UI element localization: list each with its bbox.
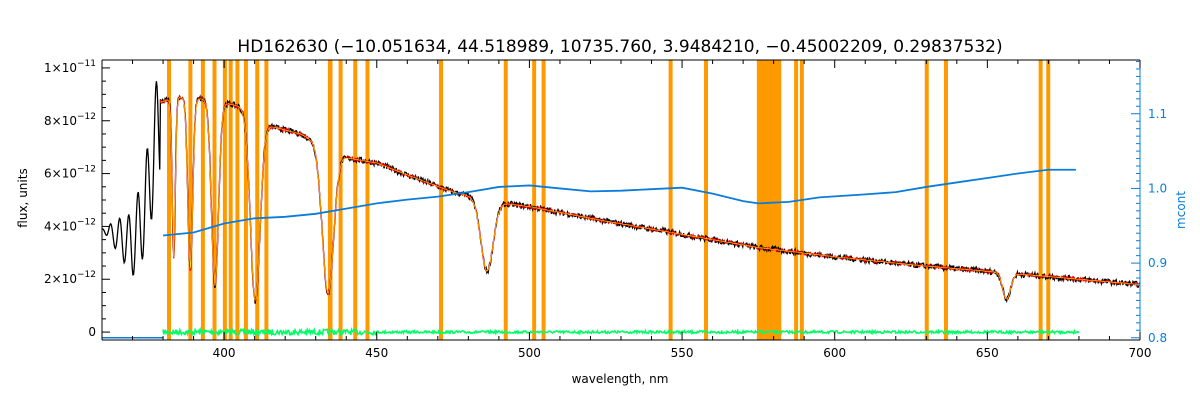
- x-tick-label: 450: [365, 346, 388, 360]
- masked-region: [167, 60, 171, 340]
- model-series: [159, 95, 1141, 302]
- y2-tick-label: 0.9: [1148, 256, 1167, 270]
- x-axis-label: wavelength, nm: [572, 372, 669, 386]
- masked-region: [439, 60, 444, 340]
- fit-series: [159, 96, 1141, 301]
- masked-region: [756, 60, 782, 340]
- y-tick-label: 4×10−12: [44, 217, 96, 233]
- y-tick-label: 0: [88, 325, 96, 339]
- masked-region: [228, 60, 233, 340]
- x-tick-label: 400: [213, 346, 236, 360]
- masked-region: [532, 60, 537, 340]
- observed-series: [101, 81, 1141, 304]
- masked-region: [338, 60, 343, 340]
- masked-region: [924, 60, 929, 340]
- masked-region: [188, 60, 193, 340]
- masked-region: [1046, 60, 1051, 340]
- x-tick-label: 650: [976, 346, 999, 360]
- chart-title: HD162630 (−10.051634, 44.518989, 10735.7…: [237, 37, 1002, 57]
- series-layer: [101, 81, 1141, 339]
- y-tick-label: 1×10−11: [44, 59, 96, 75]
- masked-region: [327, 60, 333, 340]
- y-tick-label: 8×10−12: [44, 112, 96, 128]
- residual-series: [162, 326, 1080, 338]
- masked-region: [668, 60, 673, 340]
- mcont-series: [162, 168, 1076, 237]
- masked-regions: [167, 60, 1051, 340]
- masked-region: [704, 60, 709, 340]
- masked-region: [353, 60, 358, 340]
- x-tick-label: 700: [1129, 346, 1152, 360]
- masked-region: [200, 60, 205, 340]
- y-axis-label: flux, units: [16, 168, 30, 227]
- masked-region: [944, 60, 948, 340]
- x-tick-label: 500: [518, 346, 541, 360]
- masked-region: [503, 60, 508, 340]
- y2-tick-label: 1.0: [1148, 181, 1167, 195]
- x-tick-label: 550: [671, 346, 694, 360]
- masked-region: [365, 60, 370, 340]
- masked-region: [1038, 60, 1043, 340]
- y2-axis-label: mcont: [1174, 191, 1188, 229]
- y2-tick-label: 1.1: [1148, 107, 1167, 121]
- masked-region: [264, 60, 269, 340]
- masked-region: [222, 60, 227, 340]
- y2-tick-label: 0.8: [1148, 331, 1167, 345]
- masked-region: [255, 60, 260, 340]
- masked-region: [541, 60, 546, 340]
- masked-region: [235, 60, 240, 340]
- masked-region: [212, 60, 217, 340]
- y-tick-label: 6×10−12: [44, 165, 96, 181]
- x-tick-label: 600: [823, 346, 846, 360]
- y-tick-label: 2×10−12: [44, 270, 96, 286]
- axes: 400 450 500 550 600 650 700 0 2×10−12 4×10−12 6×10…: [44, 59, 1167, 360]
- masked-region: [243, 60, 248, 340]
